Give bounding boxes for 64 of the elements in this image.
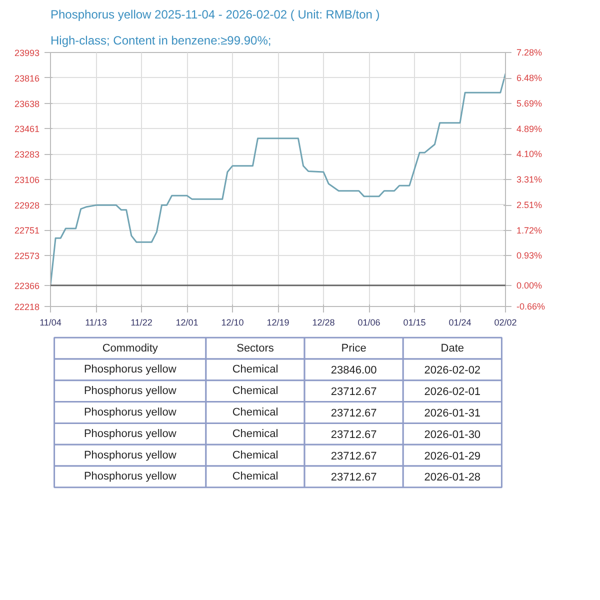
y2-tick-label: 3.31% <box>516 174 542 184</box>
y2-tick-label: -0.66% <box>516 302 546 312</box>
y-tick-label: 22573 <box>14 251 40 262</box>
text: Chemical <box>232 406 278 418</box>
text: 2026-01-29 <box>424 450 481 462</box>
text: 23712.67 <box>330 386 377 398</box>
text: 2026-02-01 <box>424 386 481 398</box>
y2-tick-label: 4.89% <box>516 124 542 134</box>
text: Phosphorus yellow <box>84 428 176 440</box>
x-tick-label: 01/06 <box>358 318 380 328</box>
x-tick-label: 01/24 <box>448 318 472 328</box>
x-tick-label: 11/22 <box>130 318 152 328</box>
x-tick-label: 01/15 <box>403 318 426 328</box>
text: Price <box>341 342 366 354</box>
y-tick-label: 22366 <box>14 280 40 291</box>
text: 2026-01-30 <box>424 428 481 441</box>
text: 23846.00 <box>330 364 377 377</box>
x-tick-label: 11/13 <box>85 318 107 328</box>
y-tick-label: 22928 <box>14 200 40 210</box>
text: Date <box>440 342 464 354</box>
text: 23712.67 <box>330 408 377 420</box>
y-tick-label: 23993 <box>14 48 40 58</box>
text: Phosphorus yellow <box>84 364 176 376</box>
x-tick-label: 11/04 <box>40 318 62 328</box>
y2-tick-label: 0.00% <box>516 280 542 290</box>
y2-tick-label: 4.10% <box>516 149 542 160</box>
text: 23712.67 <box>330 450 377 462</box>
chart-subtitle: High-class; Content in benzene:≥99.90%; <box>50 34 272 48</box>
y2-tick-label: 7.28% <box>516 48 542 58</box>
y-tick-label: 23816 <box>14 73 40 84</box>
y-tick-label: 22751 <box>14 226 40 236</box>
text: Chemical <box>232 364 278 376</box>
text: 2026-01-31 <box>424 408 481 420</box>
text: 23712.67 <box>330 428 377 441</box>
text: Chemical <box>232 385 278 398</box>
text: Phosphorus yellow <box>84 385 176 398</box>
y2-tick-label: 5.69% <box>516 98 542 108</box>
y-tick-label: 23638 <box>14 98 40 109</box>
x-tick-label: 12/28 <box>312 318 335 328</box>
x-tick-label: 12/01 <box>176 318 198 328</box>
text: Phosphorus yellow <box>84 406 176 418</box>
text: 23712.67 <box>330 472 377 484</box>
x-tick-label: 12/19 <box>266 318 290 328</box>
text: 2026-01-28 <box>424 472 481 484</box>
y2-tick-label: 0.93% <box>516 250 542 261</box>
y-tick-label: 22218 <box>14 302 40 312</box>
text: Phosphorus yellow <box>84 470 176 483</box>
y-tick-label: 23461 <box>14 124 40 134</box>
y-tick-label: 23106 <box>14 174 40 185</box>
text: Chemical <box>232 470 278 483</box>
text: Phosphorus yellow <box>84 449 176 462</box>
y2-tick-label: 1.72% <box>516 225 542 236</box>
text: Chemical <box>232 449 278 462</box>
text: Chemical <box>232 428 278 440</box>
x-tick-label: 02/02 <box>494 318 517 328</box>
text: Commodity <box>102 342 158 354</box>
text: Sectors <box>236 342 274 354</box>
y2-tick-label: 2.51% <box>516 200 542 210</box>
y-tick-label: 23283 <box>14 150 40 160</box>
chart-title: Phosphorus yellow 2025-11-04 - 2026-02-02 ( Unit: RMB/ton ) <box>50 8 380 22</box>
x-tick-label: 12/10 <box>221 318 244 328</box>
text: 2026-02-02 <box>424 364 481 377</box>
y2-tick-label: 6.48% <box>516 73 542 84</box>
line-series <box>50 72 506 286</box>
